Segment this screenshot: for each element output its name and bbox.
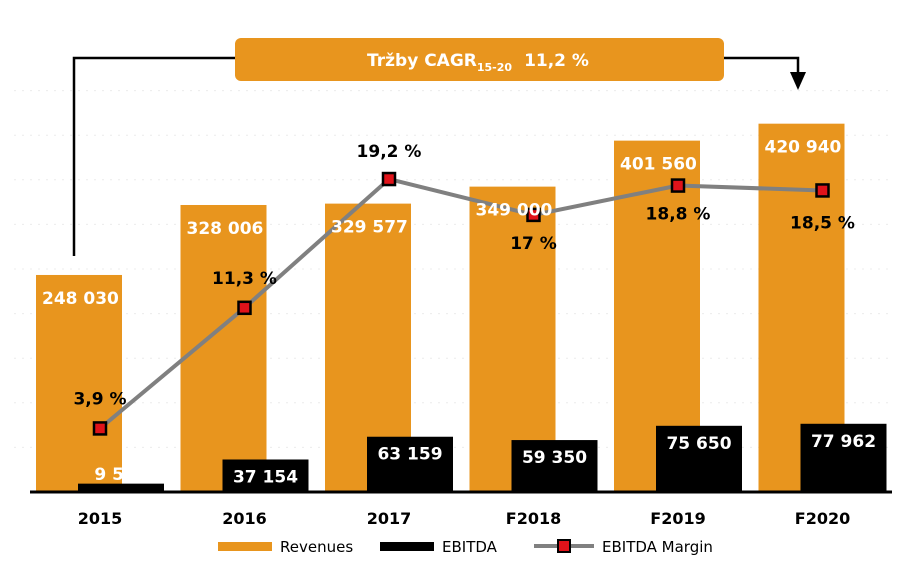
legend-swatch-ebitda xyxy=(380,542,434,551)
revenue-value-label: 328 006 xyxy=(187,219,264,239)
x-tick-label: 2015 xyxy=(78,509,123,528)
margin-line xyxy=(92,171,830,436)
ebitda-bar xyxy=(800,423,887,492)
ebitda-value-label: 77 962 xyxy=(811,432,876,452)
margin-value-label: 11,3 % xyxy=(212,269,277,289)
margin-series-line xyxy=(98,176,823,430)
revenue-value-label: 401 560 xyxy=(620,155,697,175)
legend-label-revenues: Revenues xyxy=(280,538,353,556)
legend-swatch-margin-marker xyxy=(557,539,571,553)
revenue-bar xyxy=(36,274,122,492)
margin-marker xyxy=(237,300,252,316)
x-tick-label: F2019 xyxy=(650,509,705,528)
margin-marker xyxy=(670,178,686,193)
ebitda-value-label: 63 159 xyxy=(377,445,442,465)
cagr-annotation: Tržby CAGR15-20 11,2 % xyxy=(72,38,806,256)
margin-marker xyxy=(526,207,541,223)
ebitda-value-label: 9 550 xyxy=(94,465,147,485)
ebitda-bar xyxy=(511,440,598,492)
revenue-value-label: 329 577 xyxy=(331,218,408,238)
ebitda-bar xyxy=(367,436,453,492)
ebitda-value-label: 37 154 xyxy=(233,467,298,487)
margin-value-label: 19,2 % xyxy=(357,142,422,162)
margin-value-label: 17 % xyxy=(510,234,557,254)
margin-value-label: 3,9 % xyxy=(73,389,126,409)
cagr-main-text: Tržby CAGR xyxy=(367,51,477,71)
ebitda-value-label: 75 650 xyxy=(666,434,731,454)
ebitda-bar xyxy=(222,459,309,492)
cagr-label: Tržby CAGR15-20 11,2 % xyxy=(367,51,589,74)
x-tick-label: 2017 xyxy=(367,509,412,528)
ebitda-bar xyxy=(78,483,164,492)
x-tick-label: 2016 xyxy=(222,509,267,528)
legend: Revenues EBITDA EBITDA Margin xyxy=(218,538,713,556)
cagr-arrow-head xyxy=(790,72,806,90)
margin-marker xyxy=(381,171,397,187)
cagr-subscript: 15-20 xyxy=(477,61,513,74)
revenue-value-label: 349 000 xyxy=(476,201,553,221)
margin-marker xyxy=(92,421,108,436)
ebitda-value-label: 59 350 xyxy=(522,448,587,468)
cagr-box xyxy=(235,38,724,81)
ebitda-bars xyxy=(78,423,887,492)
revenue-value-label: 420 940 xyxy=(765,138,842,158)
cagr-value: 11,2 % xyxy=(524,51,589,71)
margin-marker xyxy=(815,183,830,198)
x-tick-labels: 2015 2016 2017 F2018 F2019 F2020 xyxy=(78,509,851,528)
legend-swatch-revenues xyxy=(218,542,272,551)
margin-value-label: 18,8 % xyxy=(646,205,711,225)
cagr-bracket xyxy=(72,56,236,256)
cagr-bracket-right xyxy=(724,56,800,72)
legend-label-ebitda: EBITDA xyxy=(442,538,498,556)
legend-label-margin: EBITDA Margin xyxy=(602,538,713,556)
revenue-value-label: 248 030 xyxy=(42,289,119,309)
margin-value-label: 18,5 % xyxy=(790,213,855,233)
ebitda-bar xyxy=(656,425,742,492)
x-tick-label: F2020 xyxy=(795,509,850,528)
data-labels: 248 030 9 550 328 006 37 154 329 577 63 159 34… xyxy=(42,138,876,488)
x-tick-label: F2018 xyxy=(506,509,561,528)
